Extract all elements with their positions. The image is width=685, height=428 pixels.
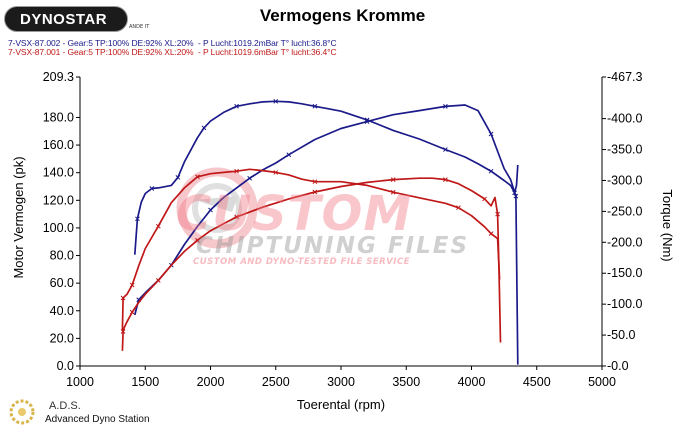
brand-tagline: ANDE IT bbox=[129, 24, 150, 30]
series-point-marker bbox=[488, 131, 494, 137]
series-point-marker bbox=[273, 170, 279, 175]
series-point-marker bbox=[135, 216, 140, 222]
series-point-marker bbox=[488, 168, 494, 174]
series-point-marker bbox=[286, 152, 292, 158]
x-axis-label: Toerental (rpm) bbox=[297, 397, 385, 412]
y-tick-label-right: -300.0 bbox=[607, 173, 642, 187]
x-tick-label: 2000 bbox=[197, 375, 225, 389]
series-point-marker bbox=[312, 179, 318, 185]
y-tick-label-left: 160.0 bbox=[43, 138, 74, 152]
series-point-marker bbox=[482, 196, 487, 202]
x-tick-label: 4000 bbox=[458, 375, 486, 389]
y-tick-label-right: -350.0 bbox=[607, 143, 642, 157]
series-point-marker bbox=[443, 147, 448, 152]
x-tick-label: 5000 bbox=[588, 375, 616, 389]
y-tick-label-right: -200.0 bbox=[607, 235, 642, 249]
y-tick-label-left: 40.0 bbox=[50, 304, 74, 318]
plot-area bbox=[120, 98, 519, 365]
dynostar-logo: DYNOSTAR bbox=[4, 6, 128, 32]
y-tick-label-left: 120.0 bbox=[43, 193, 74, 207]
series-point-marker bbox=[175, 175, 181, 180]
series-point-marker bbox=[234, 214, 239, 220]
series-point-marker bbox=[443, 104, 448, 109]
y-axis-label-left: Motor Vermogen (pk) bbox=[11, 156, 26, 278]
run-info-2: 7-VSX-87.001 - Gear:5 TP:100% DE:92% XL:… bbox=[8, 47, 337, 57]
y-tick-label-left: 140.0 bbox=[43, 166, 74, 180]
y-tick-label-right: -100.0 bbox=[607, 297, 642, 311]
y-tick-label-left: 180.0 bbox=[43, 110, 74, 124]
series-point-marker bbox=[312, 189, 318, 195]
x-tick-label: 3000 bbox=[327, 375, 355, 389]
brand-text: DYNOSTAR bbox=[20, 11, 108, 28]
series-point-marker bbox=[495, 211, 500, 217]
ads-title: A.D.S. bbox=[49, 400, 81, 412]
y-tick-label-right: -0.0 bbox=[607, 359, 629, 373]
series-line-torque-2 bbox=[133, 100, 519, 255]
series-point-marker bbox=[155, 223, 161, 229]
series-point-marker bbox=[129, 282, 135, 288]
series-point-marker bbox=[312, 103, 318, 109]
ads-subtitle: Advanced Dyno Station bbox=[45, 414, 150, 425]
y-tick-label-left: 60.0 bbox=[50, 276, 74, 290]
series-point-marker bbox=[234, 168, 239, 174]
series-point-marker bbox=[201, 125, 207, 131]
watermark-custom-text: CUSTOM bbox=[176, 186, 413, 242]
series-point-marker bbox=[129, 309, 135, 315]
series-point-marker bbox=[195, 237, 200, 243]
series-point-marker bbox=[149, 186, 155, 191]
series-point-marker bbox=[390, 189, 396, 195]
y-tick-label-right: -50.0 bbox=[607, 328, 636, 342]
series-point-marker bbox=[513, 193, 519, 199]
series-point-marker bbox=[364, 117, 370, 123]
series-point-marker bbox=[155, 278, 161, 283]
series-point-marker bbox=[120, 295, 126, 301]
series-point-marker bbox=[488, 231, 494, 237]
series-point-marker bbox=[195, 174, 200, 180]
y-tick-label-right: -250.0 bbox=[607, 204, 642, 218]
y-axis-label-right: Torque (Nm) bbox=[660, 189, 675, 261]
series-point-marker bbox=[208, 207, 213, 213]
run-info-1: 7-VSX-87.002 - Gear:5 TP:100% DE:92% XL:… bbox=[8, 38, 337, 48]
x-tick-label: 4500 bbox=[523, 375, 551, 389]
ads-logo-icon bbox=[9, 399, 35, 425]
y-tick-label-left: 0.0 bbox=[57, 359, 74, 373]
x-tick-label: 1000 bbox=[66, 375, 94, 389]
y-tick-label-right: -150.0 bbox=[607, 266, 642, 280]
y-tick-label-left: 80.0 bbox=[50, 249, 74, 263]
series-point-marker bbox=[234, 103, 239, 109]
axes: 1000 1500 2000 2500 3000 3500 4000 4500 5000 0.0 2… bbox=[11, 70, 675, 412]
y-tick-label-left: 209.3 bbox=[43, 70, 74, 84]
series-point-marker bbox=[390, 177, 396, 182]
series-point-marker bbox=[512, 190, 517, 196]
y-tick-label-right: -467.3 bbox=[607, 70, 642, 84]
x-tick-label: 2500 bbox=[262, 375, 290, 389]
series-point-marker bbox=[456, 205, 461, 211]
y-tick-label-left: 100.0 bbox=[43, 221, 74, 235]
series-point-marker bbox=[273, 98, 279, 104]
x-tick-label: 3500 bbox=[392, 375, 420, 389]
y-tick-label-right: -400.0 bbox=[607, 112, 642, 126]
chart-title: Vermogens Kromme bbox=[259, 6, 426, 25]
watermark-service-text: CUSTOM AND DYNO-TESTED FILE SERVICE bbox=[193, 257, 410, 267]
series-point-marker bbox=[443, 177, 448, 182]
x-tick-label: 1500 bbox=[131, 375, 159, 389]
series-point-marker bbox=[247, 175, 253, 181]
y-tick-label-left: 20.0 bbox=[50, 331, 74, 345]
watermark-chiptuning-text: CHIPTUNING FILES bbox=[196, 233, 470, 259]
